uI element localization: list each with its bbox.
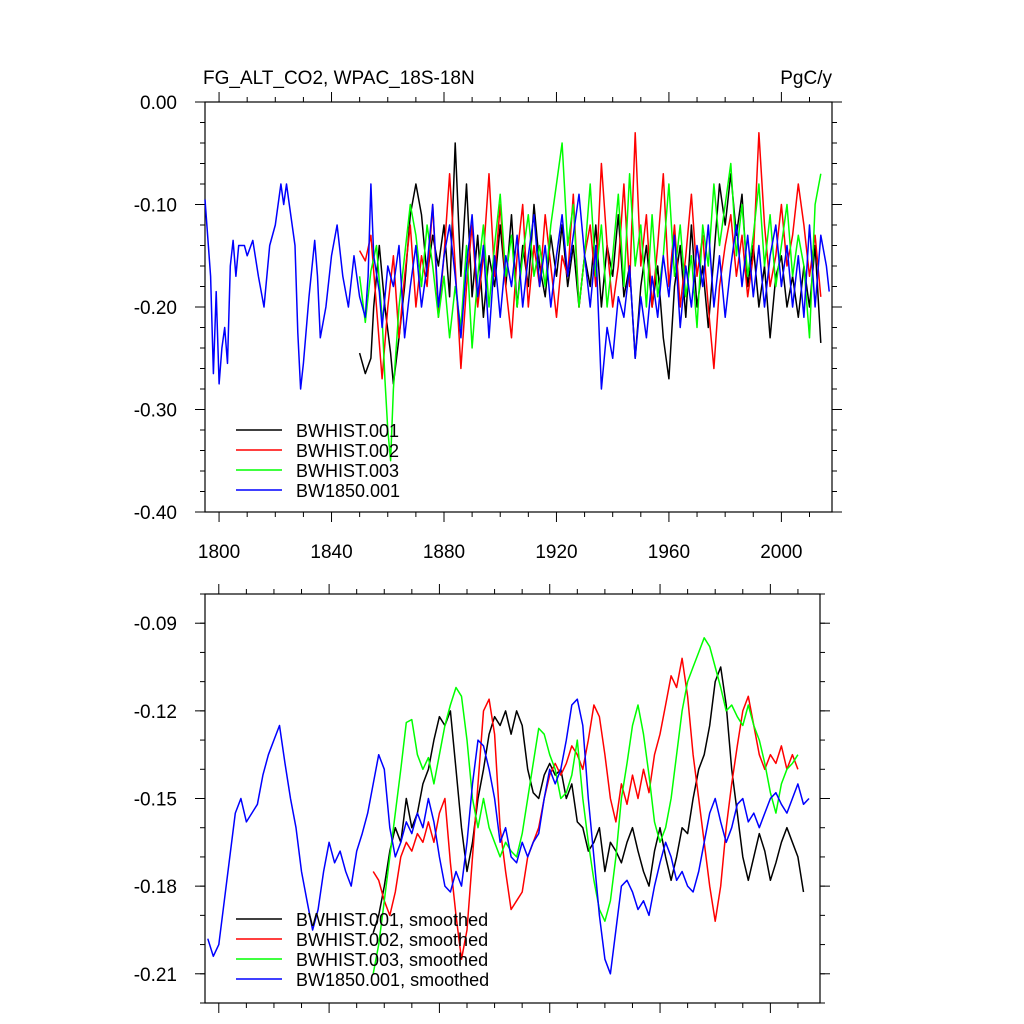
series-line-bw1850-001-smoothed	[207, 698, 810, 975]
y-tick-label: -0.15	[134, 790, 177, 811]
panel-bottom: -0.09 -0.12 -0.15 -0.18 -0.21 BWHIST.001, smo…	[134, 584, 830, 1013]
legend-label: BWHIST.002, smoothed	[296, 930, 488, 950]
x-tick-label: 1880	[423, 542, 465, 563]
legend-label: BWHIST.001	[296, 421, 399, 441]
x-tick-label: 1920	[535, 542, 577, 563]
y-tick-label: -0.20	[134, 298, 177, 319]
chart-title: FG_ALT_CO2, WPAC_18S-18N	[203, 68, 475, 89]
legend-label: BWHIST.003, smoothed	[296, 950, 488, 970]
y-tick-label: -0.10	[134, 196, 177, 217]
y-tick-label: -0.40	[134, 503, 177, 524]
y-tick-label: 0.00	[140, 93, 177, 114]
series-line-bw1850-001	[204, 183, 830, 390]
legend-label: BW1850.001	[296, 481, 400, 501]
y-tick-label: -0.18	[134, 877, 177, 898]
x-tick-label: 2000	[760, 542, 802, 563]
legend-label: BWHIST.002	[296, 441, 399, 461]
x-tick-label: 1800	[198, 542, 240, 563]
legend-label: BWHIST.001, smoothed	[296, 910, 488, 930]
series-line-bwhist-003-smoothed	[372, 637, 799, 974]
x-tick-label: 1840	[310, 542, 352, 563]
units-label: PgC/y	[780, 68, 832, 89]
y-tick-label: -0.30	[134, 401, 177, 422]
x-tick-label: 1960	[648, 542, 690, 563]
panel-top: FG_ALT_CO2, WPAC_18S-18N PgC/y 1800 1840 1…	[134, 68, 842, 563]
legend-label: BW1850.001, smoothed	[296, 970, 489, 990]
y-tick-label: -0.21	[134, 965, 177, 986]
legend-label: BWHIST.003	[296, 461, 399, 481]
y-tick-label: -0.09	[134, 614, 177, 635]
y-tick-label: -0.12	[134, 702, 177, 723]
